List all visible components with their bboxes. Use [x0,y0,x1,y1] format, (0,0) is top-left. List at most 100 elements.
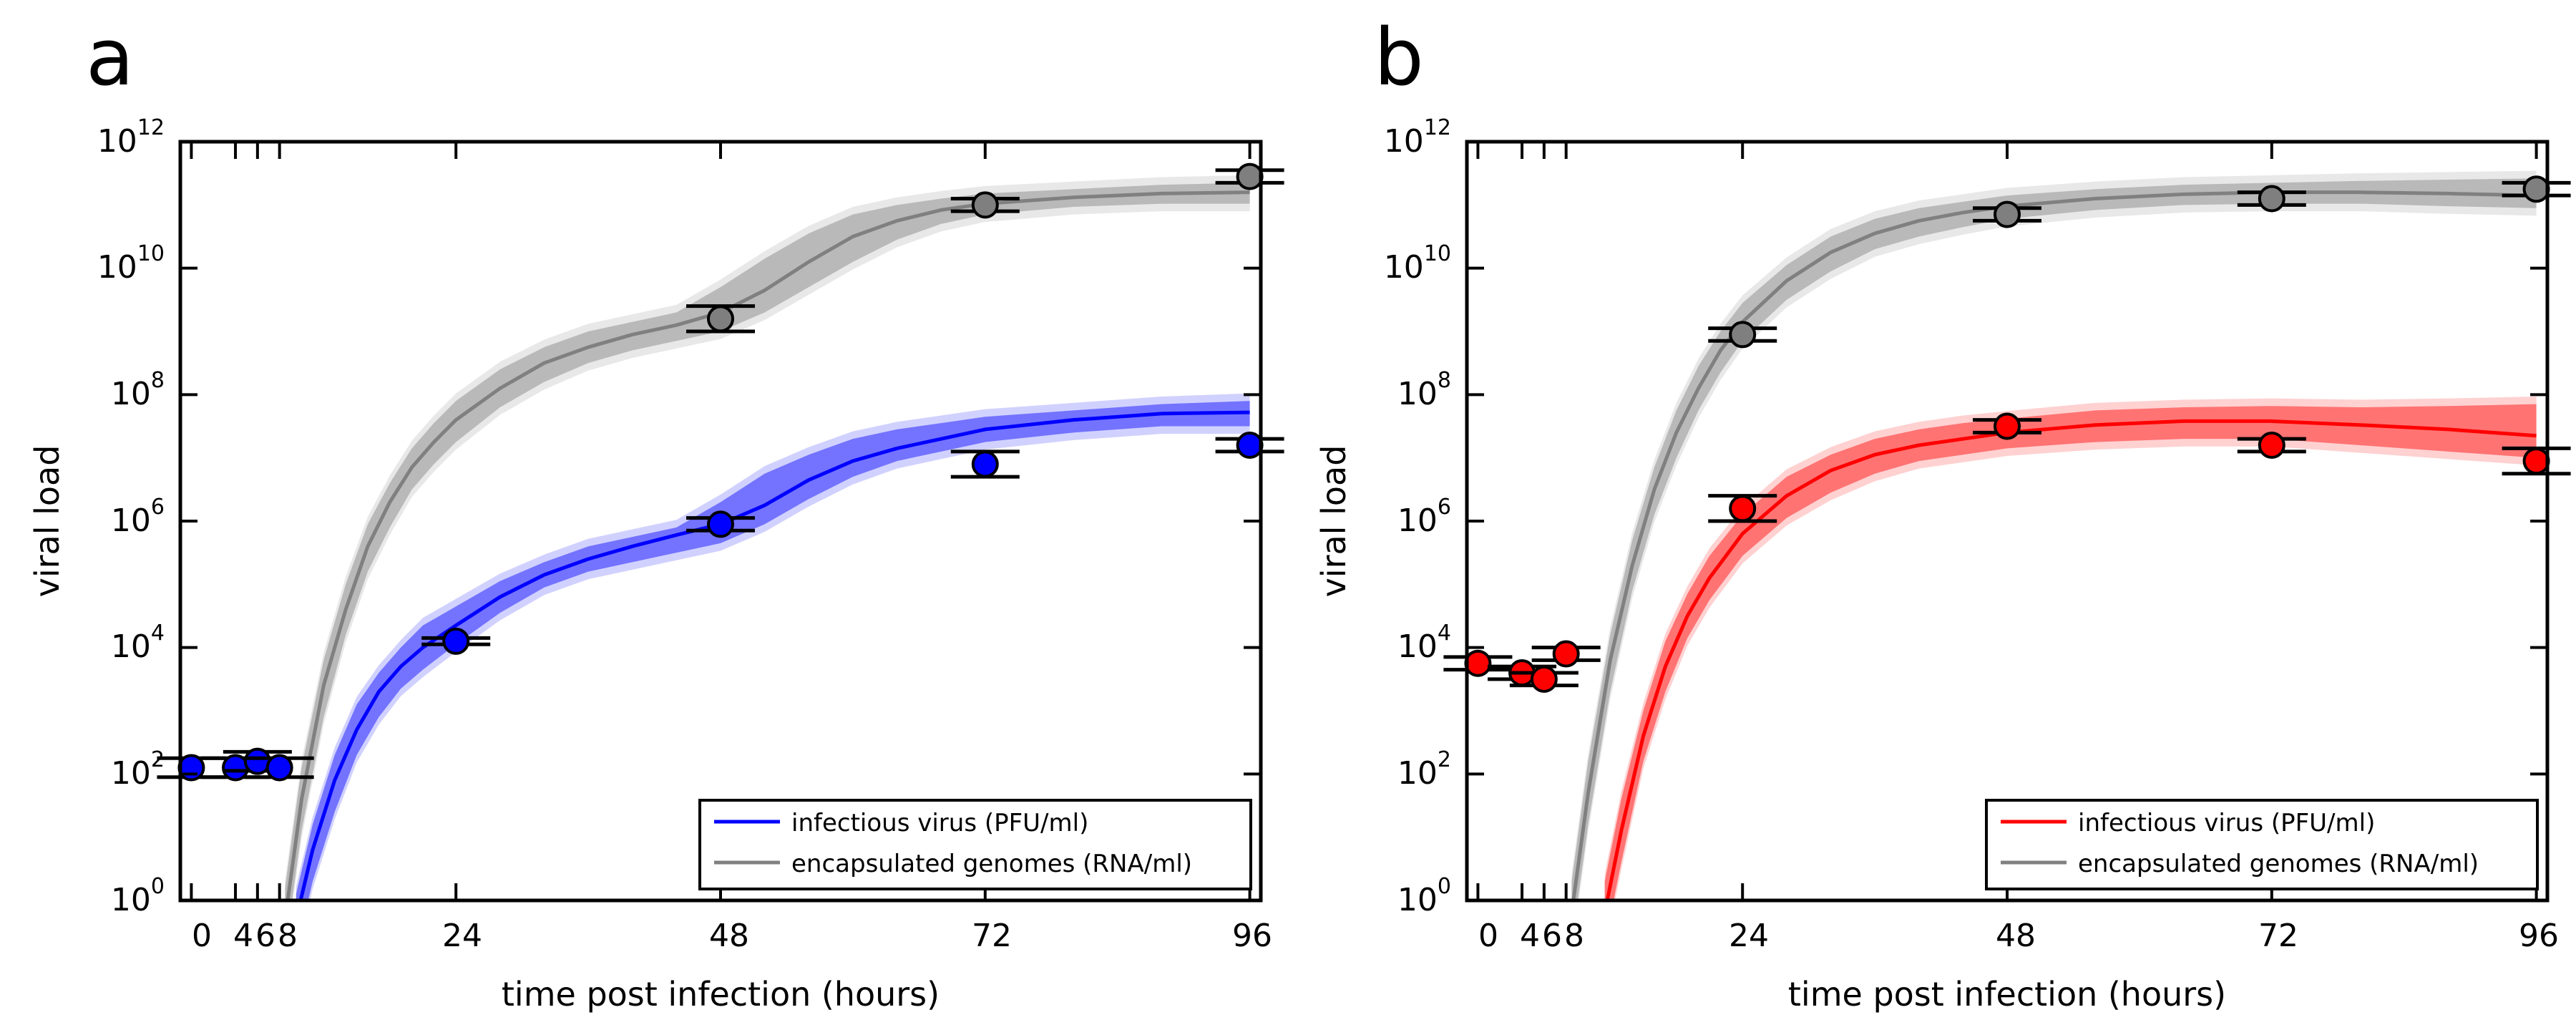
legend-label-b-infectious: infectious virus (PFU/ml) [2078,809,2375,837]
data-point-a-infectious-t8 [245,754,314,782]
band-outer-a-infectious [296,393,1250,900]
data-point-a-infectious-t6 [223,747,292,775]
xtick-label-a-24: 24 [442,918,482,954]
band-outer-b-infectious [1604,396,2537,900]
panel-label-b: b [1374,11,1424,103]
axes-frame-a [178,140,1263,903]
median-line-a-infectious [298,410,1250,900]
y-axis-label-b: viral load [1314,445,1353,598]
data-point-b-infectious-t96 [2502,446,2571,476]
ytick-label-a-0: 100 [111,874,165,918]
xtick-label-b-4: 4 [1520,918,1540,954]
data-point-a-infectious-t48 [686,510,755,538]
xtick-label-a-8: 8 [278,918,298,954]
xtick-label-b-24: 24 [1729,918,1769,954]
data-marker [1994,200,2021,228]
x-axis-label-a: time post infection (hours) [502,975,940,1014]
ytick-label-a-12: 1012 [97,115,165,160]
data-marker [265,754,293,782]
y-tick-labels-a: 100 102 104 106 108 1010 1012 [97,115,165,918]
data-marker [1464,649,1492,677]
data-point-b-infectious-t72 [2237,432,2306,459]
ytick-label-b-12: 1012 [1384,115,1451,160]
xtick-label-a-72: 72 [972,918,1012,954]
xtick-label-b-8: 8 [1564,918,1584,954]
ytick-label-b-4: 104 [1397,621,1451,665]
data-marker [2258,432,2285,459]
data-marker [1236,162,1264,190]
data-point-a-encapsulated-t96 [1215,162,1284,190]
x-axis-label-b: time post infection (hours) [1788,975,2226,1014]
data-marker [971,191,999,219]
xtick-label-a-96: 96 [1232,918,1272,954]
xtick-label-a-0: 0 [192,918,212,954]
data-point-b-infectious-t0 [1443,649,1513,677]
ytick-label-b-2: 102 [1397,747,1451,792]
median-line-a-encapsulated [286,190,1250,900]
ytick-label-b-6: 106 [1397,495,1451,539]
data-point-a-encapsulated-t48 [686,304,755,334]
legend-box-b [1985,799,2539,890]
data-marker [243,747,271,775]
data-marker [971,450,999,478]
ytick-label-b-10: 1010 [1384,241,1451,286]
data-marker [2522,175,2550,203]
data-point-a-infectious-t24 [421,627,491,655]
data-marker [707,510,734,538]
data-marker [707,305,734,333]
xtick-label-a-48: 48 [709,918,749,954]
data-point-b-encapsulated-t24 [1708,321,1777,349]
median-line-b-infectious [1605,419,2537,900]
legend-label-a-encapsulated: encapsulated genomes (RNA/ml) [791,850,1192,878]
legend-a: infectious virus (PFU/ml) encapsulated g… [698,799,1252,890]
ytick-label-a-10: 1010 [97,241,165,286]
data-marker [1530,665,1558,693]
data-marker [2522,447,2550,475]
x-tick-labels-b: 0 4 6 8 24 48 72 96 [1478,918,2559,954]
band-outer-a-encapsulated [285,175,1250,900]
data-marker [1729,321,1757,349]
plot-area-a [157,140,1284,902]
legend-b: infectious virus (PFU/ml) encapsulated g… [1985,799,2539,890]
ytick-label-b-0: 100 [1397,874,1451,918]
legend-box-a [698,799,1252,890]
data-point-a-encapsulated-t72 [950,191,1020,219]
data-marker [442,627,470,655]
data-marker [1729,495,1757,523]
data-marker [222,754,250,782]
data-marker [2258,185,2285,213]
ytick-label-b-8: 108 [1397,368,1451,412]
panel-label-a: a [86,11,134,103]
y-tick-labels-b: 100 102 104 106 108 1010 1012 [1384,115,1451,918]
x-tick-labels-a: 0 4 6 8 24 48 72 96 [192,918,1272,954]
y-axis-label-a: viral load [28,445,67,598]
data-marker [1994,412,2021,440]
legend-label-a-infectious: infectious virus (PFU/ml) [791,809,1088,837]
data-point-b-infectious-t48 [1973,412,2041,440]
xtick-label-b-0: 0 [1478,918,1498,954]
xtick-label-b-48: 48 [1996,918,2036,954]
ytick-label-a-8: 108 [111,368,165,412]
ytick-label-a-6: 106 [111,495,165,539]
panel-b: b 100 102 104 106 108 1010 1012 0 4 6 8 … [1314,11,2571,1014]
axes-frame-b [1465,140,2550,903]
data-point-b-infectious-t8 [1531,640,1601,668]
plot-area-b [1443,140,2571,902]
ytick-label-a-2: 102 [111,747,165,792]
data-point-b-infectious-t6 [1509,665,1579,693]
data-point-b-encapsulated-t72 [2237,185,2306,213]
ytick-label-a-4: 104 [111,621,165,665]
xtick-label-a-4: 4 [233,918,253,954]
data-marker [1552,640,1580,668]
data-marker [177,754,205,782]
data-marker [1236,432,1264,459]
plot-clip-a [285,175,1250,900]
panel-a: a 100 102 104 106 108 1010 1012 0 4 6 8 … [28,11,1284,1014]
xtick-label-a-6: 6 [255,918,275,954]
data-point-b-infectious-t24 [1708,494,1777,523]
xtick-label-b-96: 96 [2519,918,2559,954]
xtick-label-b-6: 6 [1542,918,1562,954]
data-point-a-infectious-t96 [1215,432,1284,459]
band-inner-a-encapsulated [285,183,1250,900]
